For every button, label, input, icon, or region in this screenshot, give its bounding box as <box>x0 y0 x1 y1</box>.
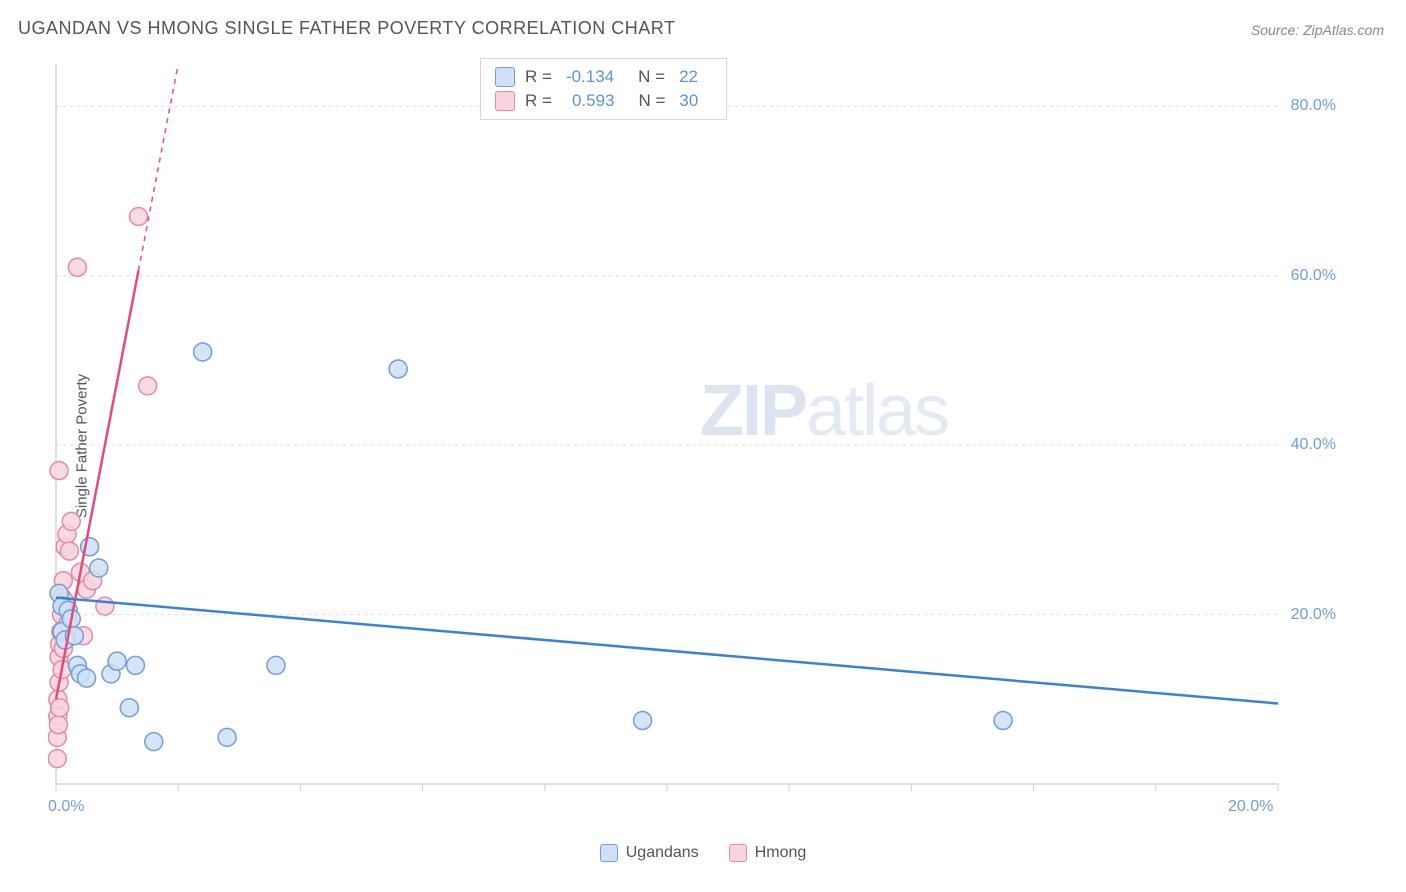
chart-title: UGANDAN VS HMONG SINGLE FATHER POVERTY C… <box>18 18 675 39</box>
chart-svg <box>48 54 1348 814</box>
n-value-ugandans: 22 <box>679 67 698 87</box>
legend-item-ugandans: Ugandans <box>600 844 699 862</box>
y-tick-label: 20.0% <box>1291 606 1336 624</box>
swatch-ugandans-icon <box>600 844 618 862</box>
r-value-hmong: 0.593 <box>572 91 615 111</box>
n-label: N = <box>638 67 665 87</box>
swatch-hmong-icon <box>729 844 747 862</box>
legend-bottom: Ugandans Hmong <box>0 844 1406 862</box>
r-label: R = <box>525 67 552 87</box>
stats-row-hmong: R = 0.593 N = 30 <box>495 89 712 113</box>
chart-plot-area: 20.0% 40.0% 60.0% 80.0% 0.0% 20.0% <box>48 54 1348 814</box>
x-tick-label: 0.0% <box>48 798 84 816</box>
swatch-hmong-icon <box>495 91 515 111</box>
swatch-ugandans-icon <box>495 67 515 87</box>
n-value-hmong: 30 <box>679 91 698 111</box>
legend-label-hmong: Hmong <box>755 844 807 862</box>
r-value-ugandans: -0.134 <box>566 67 614 87</box>
r-label: R = <box>525 91 552 111</box>
source-label: Source: ZipAtlas.com <box>1251 22 1384 38</box>
y-tick-label: 60.0% <box>1291 267 1336 285</box>
legend-item-hmong: Hmong <box>729 844 807 862</box>
n-label: N = <box>638 91 665 111</box>
y-tick-label: 80.0% <box>1291 97 1336 115</box>
x-tick-label: 20.0% <box>1228 798 1273 816</box>
y-tick-label: 40.0% <box>1291 436 1336 454</box>
legend-label-ugandans: Ugandans <box>626 844 699 862</box>
stats-row-ugandans: R = -0.134 N = 22 <box>495 65 712 89</box>
stats-legend-box: R = -0.134 N = 22 R = 0.593 N = 30 <box>480 58 727 120</box>
